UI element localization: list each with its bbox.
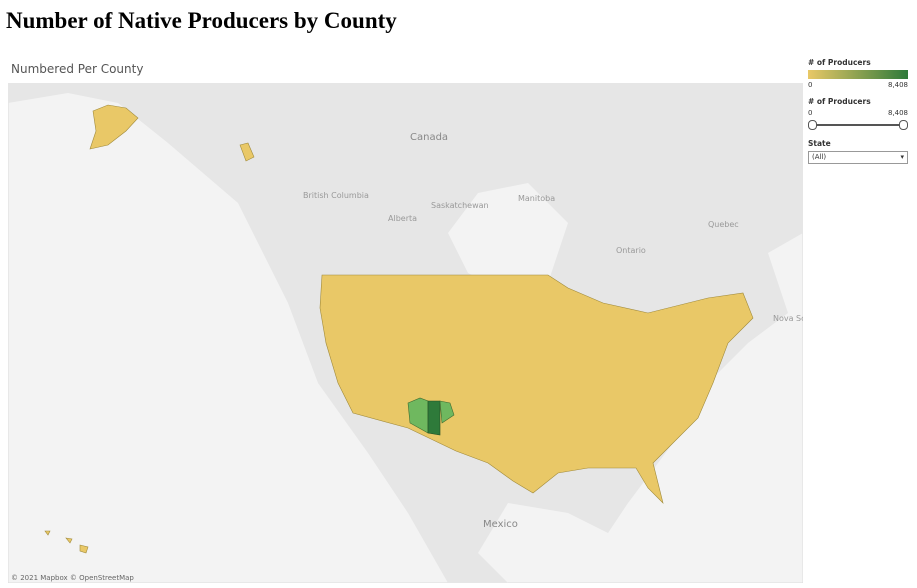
hawaii: [44, 530, 89, 554]
map-label: Nova Sco: [773, 314, 803, 323]
legend-min: 0: [808, 81, 813, 89]
highlight-county: [439, 400, 455, 424]
map-label: Manitoba: [518, 194, 555, 203]
map-label: Quebec: [708, 220, 739, 229]
map-label: Canada: [410, 132, 448, 143]
filter-range: 0 8,408: [808, 109, 908, 117]
state-filter-title: State: [808, 139, 831, 148]
alaska: [89, 104, 139, 150]
state-dropdown[interactable]: (All): [808, 151, 908, 164]
legend-title: # of Producers: [808, 58, 871, 67]
map: Canada British Columbia Alberta Saskatch…: [8, 83, 803, 583]
slider-track: [811, 124, 905, 126]
filter-min: 0: [808, 109, 813, 117]
us-counties: [319, 274, 754, 504]
slider-min-handle[interactable]: [808, 120, 817, 130]
color-ramp: [808, 70, 908, 79]
sheet-title: Numbered Per County: [11, 62, 144, 76]
filter-title: # of Producers: [808, 97, 871, 106]
page-title: Number of Native Producers by County: [6, 8, 397, 33]
filter-max: 8,408: [887, 109, 908, 117]
map-label: Alberta: [388, 214, 417, 223]
slider-max-handle[interactable]: [899, 120, 908, 130]
map-label: Mexico: [483, 519, 518, 530]
legend-max: 8,408: [887, 81, 908, 89]
map-label: British Columbia: [303, 191, 369, 200]
attribution: © 2021 Mapbox © OpenStreetMap: [11, 574, 134, 582]
legend-range: 0 8,408: [808, 81, 908, 89]
alaska-se: [239, 142, 255, 162]
range-slider[interactable]: [808, 119, 908, 131]
side-panel: # of Producers 0 8,408 # of Producers 0 8,…: [808, 58, 908, 164]
map-label: Ontario: [616, 246, 646, 255]
highlight-county: [427, 400, 441, 436]
map-label: Saskatchewan: [431, 201, 489, 210]
bay: [448, 183, 568, 293]
